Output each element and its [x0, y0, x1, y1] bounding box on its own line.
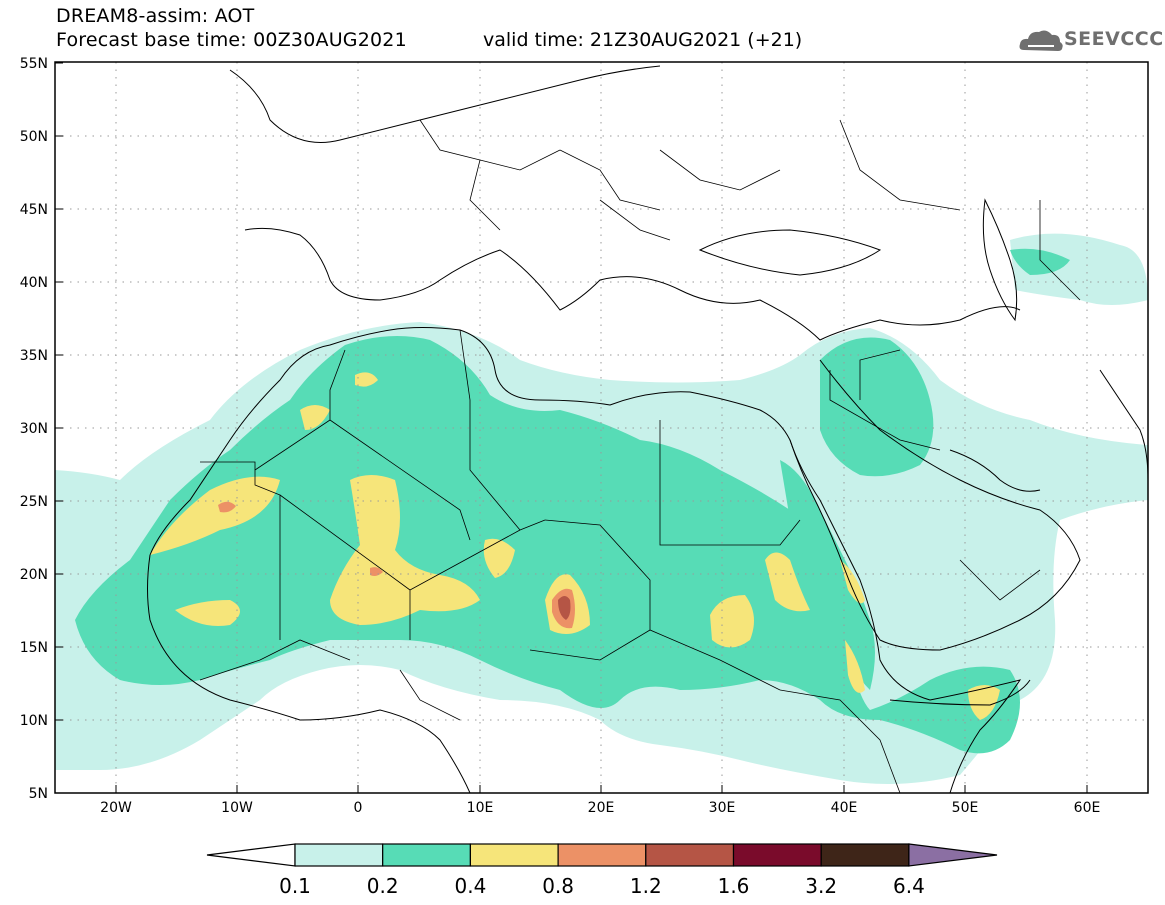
- lat-tick-label: 35N: [20, 348, 48, 364]
- aot-level-0.4: [840, 560, 865, 604]
- coastline-gulf-of-guinea: [147, 554, 471, 793]
- aot-level-0.4: [710, 595, 754, 648]
- colorbar-segment: [469, 843, 559, 867]
- logo-text: SEEVCCC: [1064, 28, 1164, 50]
- lat-tick-label: 45N: [20, 202, 48, 218]
- colorbar-label: 0.8: [542, 874, 574, 898]
- aot-level-0.4: [175, 600, 240, 626]
- lon-tick-label: 40E: [831, 800, 858, 816]
- lon-tick-labels: 20W 10W 0 10E 20E 30E 40E 50E 60E: [100, 800, 1100, 816]
- colorbar-segment: [732, 843, 822, 867]
- colorbar-label: 0.4: [454, 874, 486, 898]
- lat-tick-label: 25N: [20, 494, 48, 510]
- aot-level-0.4: [845, 640, 865, 693]
- colorbar-segment: [382, 843, 472, 867]
- coastline-west-africa: [149, 327, 1022, 793]
- lon-tick-label: 50E: [952, 800, 979, 816]
- lat-tick-label: 40N: [20, 275, 48, 291]
- colorbar-segment: [645, 843, 735, 867]
- lon-tick-label: 10W: [221, 800, 253, 816]
- colorbar-label: 1.2: [630, 874, 662, 898]
- lon-tick-label: 20W: [100, 800, 132, 816]
- colorbar-label: 0.1: [279, 874, 311, 898]
- aot-level-0.4: [483, 538, 515, 578]
- aot-level-0.4: [968, 685, 1000, 720]
- colorbar-segment-low: [206, 843, 296, 867]
- aot-level-0.4: [765, 552, 810, 612]
- lat-tick-label: 30N: [20, 421, 48, 437]
- coastline-black-sea: [698, 229, 882, 276]
- lon-tick-label: 0: [354, 800, 363, 816]
- aot-level-0.2: [1010, 248, 1070, 275]
- lat-tick-label: 55N: [20, 56, 48, 72]
- aot-level-0.8: [370, 567, 383, 576]
- colorbar-segment: [557, 843, 647, 867]
- lon-tick-label: 30E: [709, 800, 736, 816]
- aot-level-0.4: [330, 475, 480, 625]
- colorbar-label: 1.6: [718, 874, 750, 898]
- coastline-europe: [244, 227, 1021, 341]
- coastline-persian-gulf: [949, 449, 1041, 492]
- lat-tick-label: 10N: [20, 713, 48, 729]
- cloud-icon: [1019, 30, 1063, 51]
- coastline-somalia: [889, 679, 1031, 706]
- lat-tick-label: 15N: [20, 640, 48, 656]
- coastline-caspian: [982, 198, 1018, 322]
- colorbar-label: 3.2: [805, 874, 837, 898]
- lon-tick-label: 60E: [1074, 800, 1101, 816]
- colorbar-label: 6.4: [893, 874, 925, 898]
- lon-tick-label: 10E: [467, 800, 494, 816]
- aot-level-0.4: [300, 405, 330, 430]
- aot-level-0.2: [75, 336, 1020, 754]
- lon-tick-label: 20E: [588, 800, 615, 816]
- aot-contours: [55, 233, 1148, 784]
- lat-tick-label: 20N: [20, 567, 48, 583]
- tick-marks: [55, 62, 1088, 794]
- colorbar-label: 0.2: [367, 874, 399, 898]
- valid-time: valid time: 21Z30AUG2021 (+21): [483, 29, 803, 51]
- coastline-arabia: [789, 359, 1081, 651]
- lat-tick-label: 50N: [20, 129, 48, 145]
- coastline-india: [1099, 369, 1148, 481]
- coastline-northern-europe: [229, 65, 661, 143]
- chart-title: DREAM8-assim: AOT: [56, 5, 255, 27]
- aot-level-0.4: [150, 476, 280, 555]
- aot-level-1.2: [558, 596, 571, 620]
- lat-tick-label: 5N: [29, 786, 48, 802]
- colorbar-segment-high: [908, 843, 998, 867]
- forecast-base-time: Forecast base time: 00Z30AUG2021: [56, 29, 407, 51]
- colorbar-segment: [820, 843, 910, 867]
- aot-level-0.2: [780, 460, 875, 690]
- aot-level-0.4: [355, 372, 378, 387]
- lat-tick-labels: 5N 10N 15N 20N 25N 30N 35N 40N 45N 50N 5…: [20, 56, 48, 802]
- country-borders: [199, 119, 1081, 793]
- colorbar-segment: [294, 843, 384, 867]
- colorbar: 0.1 0.2 0.4 0.8 1.2 1.6 3.2 6.4: [206, 843, 998, 898]
- aot-level-0.8: [218, 501, 236, 513]
